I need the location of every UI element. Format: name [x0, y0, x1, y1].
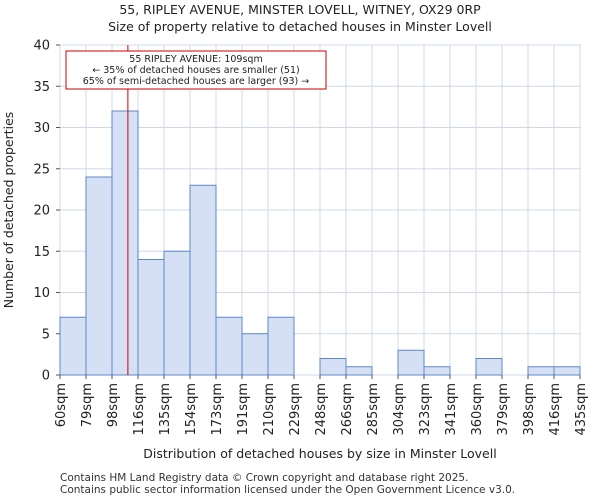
y-tick-label: 35 — [33, 80, 50, 95]
y-tick-label: 15 — [33, 245, 50, 260]
y-tick-label: 40 — [33, 39, 50, 54]
chart-subtitle: Size of property relative to detached ho… — [108, 19, 492, 34]
y-tick-label: 25 — [33, 162, 50, 177]
annotation-box — [65, 50, 327, 90]
histogram-bar — [215, 316, 243, 376]
x-tick-label: 173sqm — [210, 383, 225, 436]
x-tick-label: 191sqm — [236, 383, 251, 436]
x-tick-label: 341sqm — [444, 383, 459, 436]
histogram-bar — [553, 366, 581, 376]
x-tick-label: 398sqm — [522, 383, 537, 436]
y-axis-label: Number of detached properties — [1, 112, 16, 309]
x-tick-label: 210sqm — [262, 383, 277, 436]
histogram-bar — [111, 110, 139, 376]
y-tick-label: 10 — [33, 286, 50, 301]
histogram-bar — [137, 259, 165, 376]
y-tick-label: 30 — [33, 121, 50, 136]
histogram-bar — [85, 176, 113, 376]
histogram-bar — [163, 250, 191, 376]
x-tick-label: 248sqm — [314, 383, 329, 436]
histogram-bar — [189, 184, 217, 376]
x-tick-label: 379sqm — [496, 383, 511, 436]
y-tick-label: 5 — [42, 327, 50, 342]
x-tick-label: 304sqm — [392, 383, 407, 436]
x-axis-label: Distribution of detached houses by size … — [143, 446, 496, 461]
histogram-bar — [423, 366, 451, 376]
histogram-bar — [59, 316, 87, 376]
annotation-line-2: ← 35% of detached houses are smaller (51… — [92, 65, 299, 76]
x-tick-label: 154sqm — [184, 383, 199, 436]
x-tick-label: 229sqm — [288, 383, 303, 436]
annotation-line-3: 65% of semi-detached houses are larger (… — [83, 76, 310, 87]
histogram-bar — [397, 349, 425, 376]
chart-title: 55, RIPLEY AVENUE, MINSTER LOVELL, WITNE… — [119, 2, 481, 17]
x-tick-label: 416sqm — [548, 383, 563, 436]
x-tick-label: 360sqm — [470, 383, 485, 436]
x-tick-label: 135sqm — [158, 383, 173, 436]
histogram-bar — [527, 366, 555, 376]
histogram-bar — [475, 358, 503, 376]
footer-copyright: Contains HM Land Registry data © Crown c… — [60, 472, 469, 484]
x-tick-label: 98sqm — [106, 383, 121, 427]
x-tick-label: 435sqm — [574, 383, 589, 436]
y-tick-label: 0 — [42, 369, 50, 384]
histogram-bar — [319, 358, 347, 376]
x-tick-label: 266sqm — [340, 383, 355, 436]
x-tick-label: 116sqm — [132, 383, 147, 436]
x-tick-label: 285sqm — [366, 383, 381, 436]
footer-licence: Contains public sector information licen… — [60, 484, 516, 496]
y-tick-label: 20 — [33, 204, 50, 219]
histogram-bar — [241, 333, 269, 376]
x-tick-label: 60sqm — [54, 383, 69, 427]
x-tick-label: 323sqm — [418, 383, 433, 436]
histogram-bar — [345, 366, 373, 376]
x-tick-label: 79sqm — [80, 383, 95, 427]
annotation-line-1: 55 RIPLEY AVENUE: 109sqm — [129, 54, 262, 65]
histogram-bar — [267, 316, 295, 376]
